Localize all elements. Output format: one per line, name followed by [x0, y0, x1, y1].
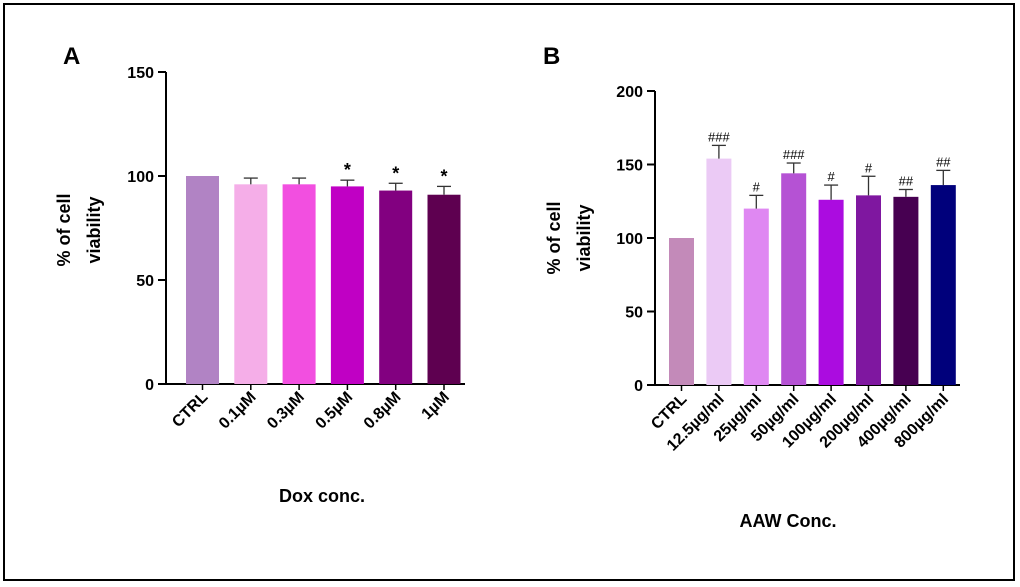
- bar: [282, 184, 316, 384]
- y-tick-label: 100: [127, 169, 154, 186]
- category-label: CTRL: [169, 389, 211, 431]
- y-tick-label: 0: [145, 377, 154, 394]
- significance-annotation: #: [827, 169, 835, 184]
- panel-label: B: [543, 43, 560, 70]
- bar: [330, 186, 364, 384]
- y-axis-label: viability: [574, 204, 594, 271]
- bar: [706, 158, 732, 385]
- chart-panel-a: A 0 50 100 150 % of cell viability CTRL 0.1µM 0.3…: [54, 43, 465, 506]
- category-label: 0.5µM: [313, 389, 357, 433]
- y-tick-label: 150: [127, 65, 154, 82]
- x-axis-label: Dox conc.: [279, 486, 365, 506]
- category-label: 1µM: [419, 389, 453, 423]
- bar: [930, 185, 956, 385]
- significance-annotation: *: [344, 160, 351, 180]
- significance-annotation: ###: [708, 129, 730, 144]
- y-tick-label: 50: [625, 305, 643, 322]
- bar: [743, 208, 769, 385]
- y-axis-label: % of cell: [54, 193, 74, 266]
- bar: [669, 238, 694, 385]
- category-label: 0.1µM: [216, 389, 260, 433]
- y-tick-label: 0: [634, 378, 643, 395]
- significance-annotation: #: [753, 179, 761, 194]
- significance-annotation: ##: [899, 173, 914, 188]
- bar: [856, 195, 881, 385]
- significance-annotation: *: [440, 166, 447, 186]
- y-axis-label: viability: [84, 196, 104, 263]
- significance-annotation: ##: [936, 154, 951, 169]
- significance-annotation: *: [392, 163, 399, 183]
- bar: [427, 194, 461, 384]
- significance-annotation: #: [865, 160, 873, 175]
- category-label: 0.3µM: [264, 389, 308, 433]
- figure-frame: [3, 3, 1015, 581]
- y-tick-label: 100: [616, 231, 643, 248]
- bar: [818, 199, 844, 385]
- y-tick-label: 50: [136, 273, 154, 290]
- bar: [893, 196, 919, 385]
- category-label: 0.8µM: [361, 389, 405, 433]
- bar: [379, 190, 413, 384]
- y-tick-label: 150: [616, 158, 643, 175]
- x-axis-label: AAW Conc.: [740, 511, 837, 531]
- significance-annotation: ###: [783, 147, 805, 162]
- bar: [186, 176, 219, 384]
- y-axis-label: % of cell: [544, 201, 564, 274]
- y-tick-label: 200: [616, 84, 643, 101]
- bar: [234, 184, 268, 384]
- panel-label: A: [63, 43, 80, 70]
- bar: [781, 173, 807, 385]
